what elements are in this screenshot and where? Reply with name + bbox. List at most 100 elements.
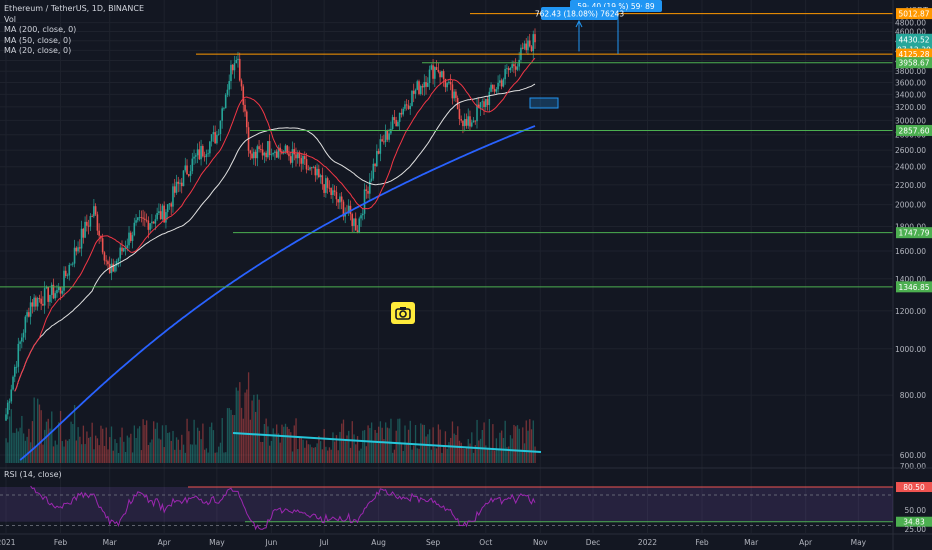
volume-bar <box>451 421 454 463</box>
volume-bar <box>254 411 257 463</box>
candle-body <box>70 264 72 266</box>
ma50-legend[interactable]: MA (50, close, 0) <box>4 35 72 45</box>
candle-body <box>147 220 150 230</box>
candle-body <box>395 120 397 127</box>
time-tick-label: Mar <box>744 538 759 547</box>
candle-body <box>219 120 222 135</box>
time-tick-label: May <box>851 538 867 547</box>
volume-bar <box>344 438 346 463</box>
volume-bar <box>481 429 483 463</box>
volume-bar <box>219 442 222 463</box>
candle-body <box>358 218 361 233</box>
volume-bar <box>330 449 332 463</box>
volume-bar <box>307 444 310 463</box>
camera-icon <box>395 307 411 320</box>
candle-body <box>126 245 129 249</box>
candle-body <box>437 69 440 72</box>
volume-bar <box>370 422 373 463</box>
candle-body <box>10 389 13 402</box>
volume-bar <box>114 439 116 463</box>
measure-label-top: 59· 40 (19 %) 59· 89 <box>577 2 655 11</box>
candle-body <box>446 83 448 88</box>
candle-body <box>314 166 317 176</box>
volume-bar <box>279 442 281 463</box>
volume-bar <box>488 418 491 463</box>
rsi-tag-bg <box>896 482 932 493</box>
symbol-title[interactable]: Ethereum / TetherUS, 1D, BINANCE <box>4 4 145 13</box>
candle-body <box>226 89 229 95</box>
candle-body <box>166 204 169 213</box>
candle-body <box>416 81 419 90</box>
volume-bar <box>430 449 433 463</box>
candle-body <box>307 169 310 171</box>
volume-bar <box>72 423 74 463</box>
candle-body <box>151 221 153 224</box>
volume-bar <box>221 418 223 463</box>
volume-bar <box>212 430 215 463</box>
time-tick-label: Sep <box>426 538 440 547</box>
volume-bar <box>188 431 190 463</box>
volume-bar <box>360 448 362 463</box>
volume-bar <box>518 428 520 463</box>
rsi-tick-label: 25.00 <box>905 525 927 534</box>
candle-body <box>279 147 281 152</box>
candle-body <box>119 247 122 259</box>
volume-bar <box>228 408 230 463</box>
candle-body <box>182 170 185 187</box>
volume-bar <box>191 444 194 463</box>
candle-body <box>311 167 313 169</box>
volume-bar <box>298 436 301 463</box>
candle-body <box>518 59 520 67</box>
volume-bar <box>314 447 317 463</box>
candle-body <box>35 297 37 307</box>
rsi-legend[interactable]: RSI (14, close) <box>4 470 62 479</box>
candle-body <box>240 80 243 87</box>
candle-body <box>244 104 246 112</box>
volume-bar <box>351 421 353 463</box>
candle-body <box>87 225 90 227</box>
candle-body <box>253 151 255 159</box>
candle-body <box>26 312 28 317</box>
volume-bar <box>309 444 311 463</box>
volume-bar <box>321 449 324 463</box>
price-tag-bg <box>896 48 932 60</box>
volume-bar <box>47 418 49 463</box>
volume-bar <box>501 430 503 463</box>
volume-bar <box>270 440 273 463</box>
volume-trendline <box>232 432 542 453</box>
volume-bar <box>527 430 529 463</box>
candle-body <box>19 341 21 344</box>
ma200-legend[interactable]: MA (200, close, 0) <box>4 25 77 34</box>
volume-bar <box>172 430 174 463</box>
volume-bar <box>332 432 334 463</box>
volume-bar <box>348 430 350 463</box>
volume-bar <box>413 445 415 463</box>
volume-bar <box>70 421 72 463</box>
camera-button[interactable] <box>391 302 415 324</box>
volume-bar <box>304 447 306 463</box>
volume-bar <box>261 441 264 463</box>
candle-body <box>472 120 475 123</box>
candle-body <box>154 219 157 224</box>
candle-body <box>105 260 107 262</box>
volume-bar <box>98 445 100 463</box>
volume-bar <box>226 408 229 463</box>
candle-body <box>179 182 181 184</box>
candle-body <box>275 151 278 158</box>
vol-legend[interactable]: Vol <box>4 14 16 24</box>
candle-body <box>305 159 308 170</box>
volume-bar <box>214 452 216 463</box>
volume-bar <box>12 432 14 463</box>
candle-body <box>68 264 71 276</box>
price-tick-label: 2600.00 <box>895 146 926 155</box>
candle-body <box>303 156 306 160</box>
volume-bar <box>61 441 63 463</box>
volume-bar <box>251 400 253 463</box>
candle-body <box>47 286 49 302</box>
ma20-legend[interactable]: MA (20, close, 0) <box>4 46 72 55</box>
candle-body <box>49 294 51 302</box>
candle-body <box>300 158 303 164</box>
candle-body <box>511 64 513 68</box>
volume-bar <box>392 452 394 463</box>
